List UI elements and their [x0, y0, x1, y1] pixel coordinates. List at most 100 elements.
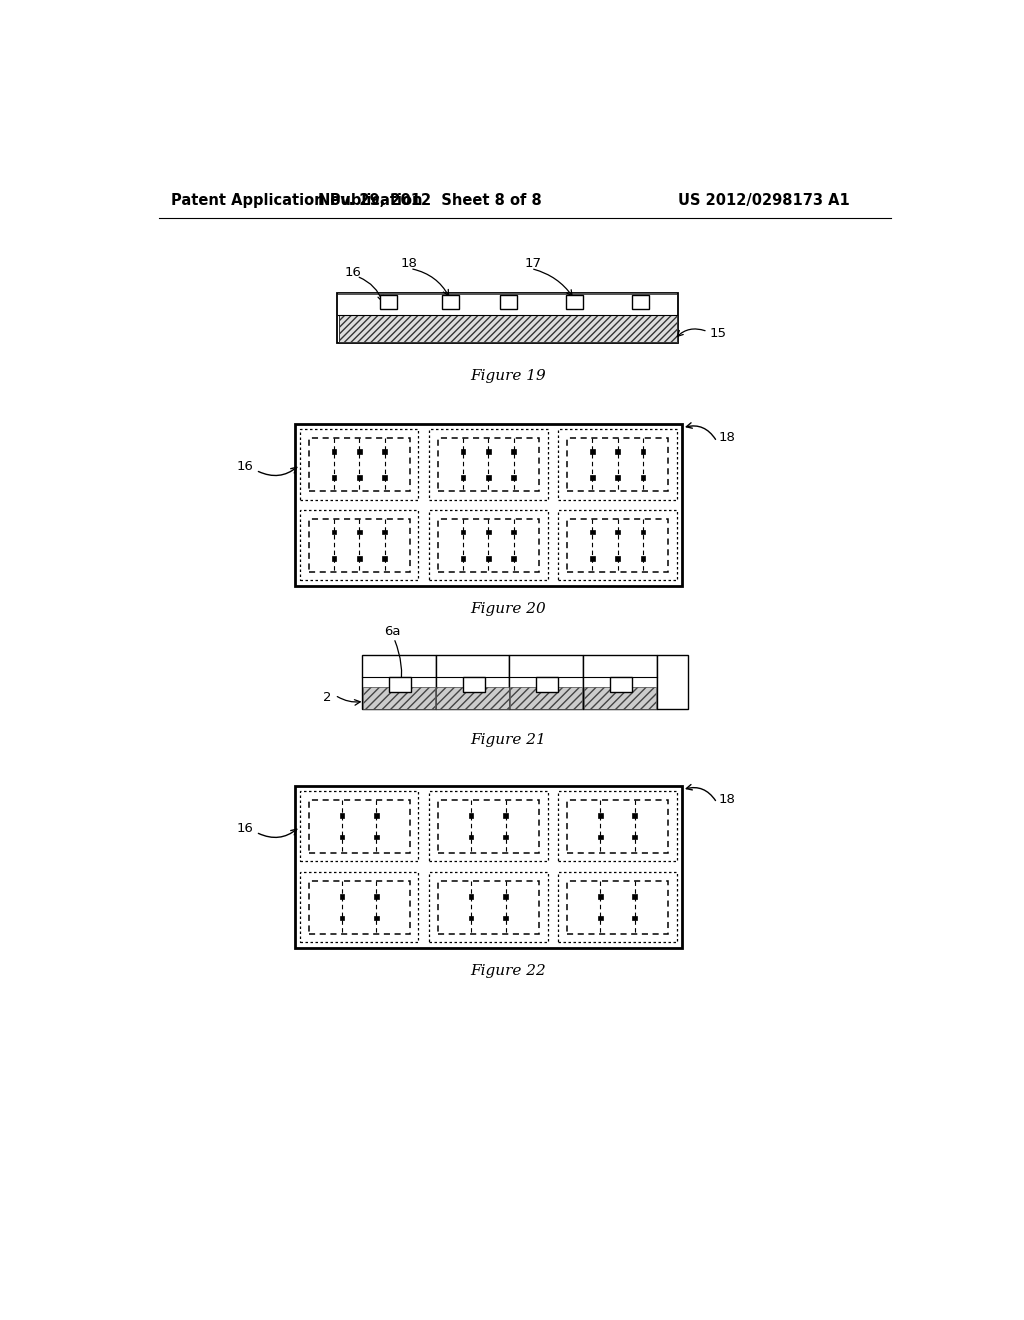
Text: Figure 22: Figure 22	[470, 964, 546, 978]
Bar	[511, 475, 516, 480]
Bar	[382, 556, 387, 561]
Bar	[615, 475, 620, 480]
Bar	[338, 293, 678, 296]
Bar	[461, 475, 465, 480]
Text: 18: 18	[400, 257, 417, 271]
Bar	[469, 894, 473, 899]
Bar	[340, 894, 344, 899]
Bar	[429, 511, 548, 581]
Bar	[461, 449, 465, 454]
Bar	[584, 688, 655, 709]
Bar	[300, 511, 419, 581]
Bar	[380, 296, 397, 309]
Bar	[308, 519, 410, 572]
Bar	[461, 529, 465, 535]
Text: 6a: 6a	[384, 626, 400, 639]
Bar	[437, 519, 539, 572]
Bar	[486, 475, 490, 480]
Bar	[332, 449, 336, 454]
Bar	[567, 800, 669, 853]
Bar	[558, 873, 677, 942]
Bar	[429, 429, 548, 499]
Bar	[633, 916, 637, 920]
Bar	[332, 475, 336, 480]
Bar	[437, 880, 539, 933]
Bar	[503, 834, 508, 840]
Bar	[340, 916, 344, 920]
Bar	[615, 449, 620, 454]
Text: Figure 20: Figure 20	[470, 602, 546, 616]
Bar	[374, 916, 379, 920]
Text: 18: 18	[719, 792, 735, 805]
Text: Patent Application Publication: Patent Application Publication	[171, 193, 422, 209]
Bar	[590, 475, 595, 480]
Bar	[357, 449, 361, 454]
Text: 18: 18	[719, 432, 735, 445]
Bar	[437, 800, 539, 853]
Bar	[340, 813, 344, 818]
Bar	[615, 556, 620, 561]
Bar	[374, 894, 379, 899]
Bar	[442, 296, 459, 309]
Bar	[590, 529, 595, 535]
Bar	[374, 834, 379, 840]
Bar	[374, 813, 379, 818]
Bar	[340, 834, 344, 840]
Bar	[598, 916, 603, 920]
Bar	[537, 677, 558, 692]
Text: 16: 16	[237, 459, 254, 473]
Bar	[362, 655, 435, 709]
Bar	[357, 475, 361, 480]
Bar	[558, 792, 677, 862]
Bar	[437, 438, 539, 491]
Bar	[300, 429, 419, 499]
Bar	[641, 529, 645, 535]
Bar	[610, 677, 632, 692]
Bar	[469, 916, 473, 920]
Bar	[337, 293, 678, 343]
Bar	[656, 655, 687, 709]
Bar	[558, 511, 677, 581]
Bar	[558, 429, 677, 499]
Bar	[308, 800, 410, 853]
Bar	[308, 438, 410, 491]
Bar	[511, 529, 516, 535]
Bar	[469, 813, 473, 818]
Text: 15: 15	[710, 327, 726, 341]
Bar	[583, 655, 656, 709]
Bar	[633, 894, 637, 899]
Bar	[503, 813, 508, 818]
Bar	[503, 916, 508, 920]
Bar	[641, 556, 645, 561]
Text: US 2012/0298173 A1: US 2012/0298173 A1	[678, 193, 849, 209]
Bar	[295, 785, 682, 948]
Text: Figure 19: Figure 19	[470, 368, 546, 383]
Text: 17: 17	[525, 257, 542, 271]
Bar	[615, 529, 620, 535]
Bar	[436, 688, 509, 709]
Bar	[510, 688, 583, 709]
Bar	[339, 314, 677, 342]
Text: 2: 2	[323, 690, 332, 704]
Bar	[590, 449, 595, 454]
Bar	[503, 894, 508, 899]
Bar	[469, 834, 473, 840]
Text: 16: 16	[344, 265, 361, 279]
Bar	[357, 556, 361, 561]
Bar	[295, 424, 682, 586]
Bar	[567, 519, 669, 572]
Bar	[567, 880, 669, 933]
Bar	[598, 834, 603, 840]
Bar	[332, 556, 336, 561]
Bar	[486, 449, 490, 454]
Bar	[357, 529, 361, 535]
Text: Figure 21: Figure 21	[470, 733, 546, 747]
Bar	[362, 688, 435, 709]
Bar	[633, 834, 637, 840]
Bar	[641, 449, 645, 454]
Bar	[461, 556, 465, 561]
Bar	[382, 475, 387, 480]
Bar	[435, 655, 509, 709]
Bar	[300, 873, 419, 942]
Bar	[308, 880, 410, 933]
